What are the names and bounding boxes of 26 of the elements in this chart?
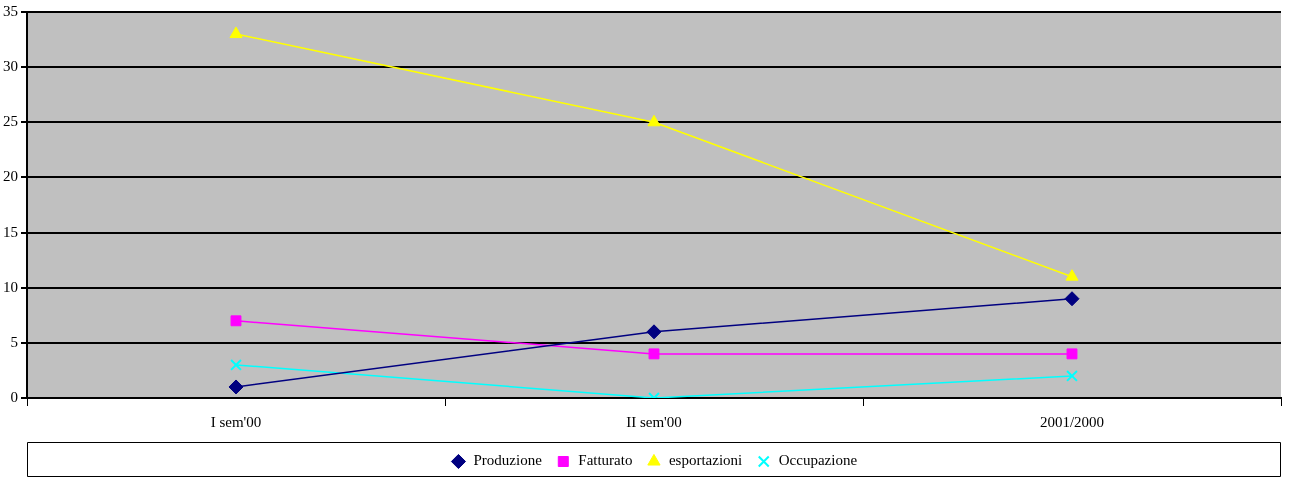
point: [1066, 369, 1078, 382]
y-tick-label: 20: [3, 168, 18, 185]
y-tick-label: 25: [3, 113, 18, 130]
legend-label: Occupazione: [778, 452, 858, 469]
point: [647, 114, 661, 127]
y-tick-label: 35: [3, 2, 18, 19]
x-tick-label: II sem'00: [626, 413, 682, 430]
point: [648, 348, 660, 360]
legend-label: Fatturato: [578, 452, 633, 469]
legend-label: Produzione: [473, 452, 543, 469]
y-tick-label: 15: [3, 223, 18, 240]
point: [230, 315, 242, 327]
y-tick-label: 30: [3, 58, 18, 75]
point: [1066, 348, 1078, 360]
point: [229, 26, 243, 39]
x-tick-label: I sem'00: [210, 413, 262, 430]
legend-label: esportazioni: [668, 452, 743, 469]
point: [230, 358, 242, 371]
point: [228, 379, 244, 395]
x-tick-label: 2001/2000: [1039, 413, 1105, 430]
y-tick-label: 5: [10, 333, 18, 350]
y-tick-label: 0: [10, 388, 18, 405]
y-tick-label: 10: [3, 278, 18, 295]
point: [646, 324, 662, 340]
point: [1064, 291, 1080, 307]
point: [1065, 269, 1079, 281]
